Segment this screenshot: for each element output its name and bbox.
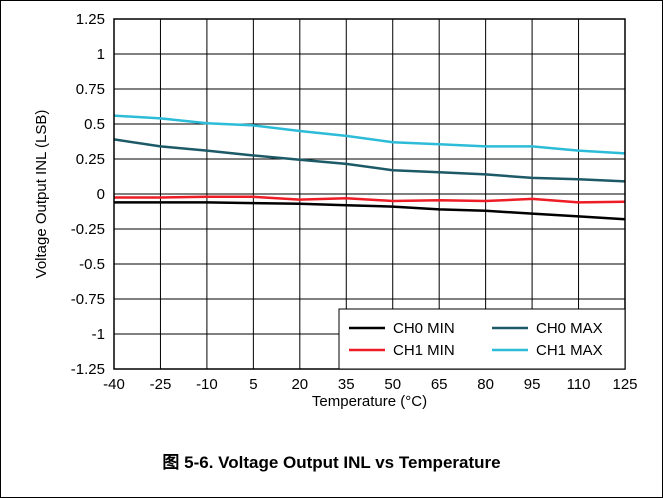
- x-tick-label: 125: [612, 376, 637, 393]
- x-tick-label: 35: [338, 376, 355, 393]
- y-tick-label: -1.25: [71, 361, 105, 378]
- y-tick-label: -0.5: [79, 256, 105, 273]
- series-line-ch0-max: [113, 138, 626, 183]
- x-tick-label: 65: [431, 376, 448, 393]
- x-tick-labels: -40 -25 -10 5 20 35 50 65 80 95 110 125: [103, 376, 637, 393]
- y-tick-label: 1.25: [76, 11, 105, 28]
- legend-label: CH1 MAX: [536, 342, 603, 359]
- x-tick-label: -40: [103, 376, 125, 393]
- legend-box: [338, 308, 626, 370]
- y-tick-labels: -1.25 -1 -0.75 -0.5 -0.25 0 0.25 0.5 0.75 1 1.25: [71, 11, 105, 378]
- x-tick-label: -10: [196, 376, 218, 393]
- x-tick-label: 20: [291, 376, 308, 393]
- y-tick-label: 0.25: [76, 151, 105, 168]
- figure-caption: 图 5-6. Voltage Output INL vs Temperature: [162, 453, 501, 472]
- x-tick-label: 50: [384, 376, 401, 393]
- series-line-ch1-max: [113, 114, 626, 155]
- y-tick-label: 0: [97, 186, 105, 203]
- y-tick-label: -0.25: [71, 221, 105, 238]
- x-tick-label: 80: [477, 376, 494, 393]
- x-tick-label: -25: [150, 376, 172, 393]
- y-tick-label: 0.5: [84, 116, 105, 133]
- x-axis-label: Temperature (°C): [312, 393, 427, 410]
- y-tick-label: 0.75: [76, 81, 105, 98]
- x-tick-label: 5: [249, 376, 257, 393]
- y-tick-label: -0.75: [71, 291, 105, 308]
- series-line-ch0-min: [114, 201, 626, 221]
- legend-label: CH0 MIN: [393, 320, 455, 337]
- series-lines: [113, 114, 626, 221]
- y-tick-label: 1: [97, 46, 105, 63]
- x-tick-label: 95: [524, 376, 541, 393]
- y-tick-label: -1: [92, 326, 105, 343]
- legend: CH0 MIN CH0 MAX CH1 MIN CH1 MAX: [338, 308, 626, 370]
- legend-label: CH0 MAX: [536, 320, 603, 337]
- legend-label: CH1 MIN: [393, 342, 455, 359]
- y-axis-label: Voltage Output INL (LSB): [33, 110, 50, 279]
- x-tick-label: 110: [567, 376, 591, 393]
- series-line-ch1-min: [114, 195, 626, 204]
